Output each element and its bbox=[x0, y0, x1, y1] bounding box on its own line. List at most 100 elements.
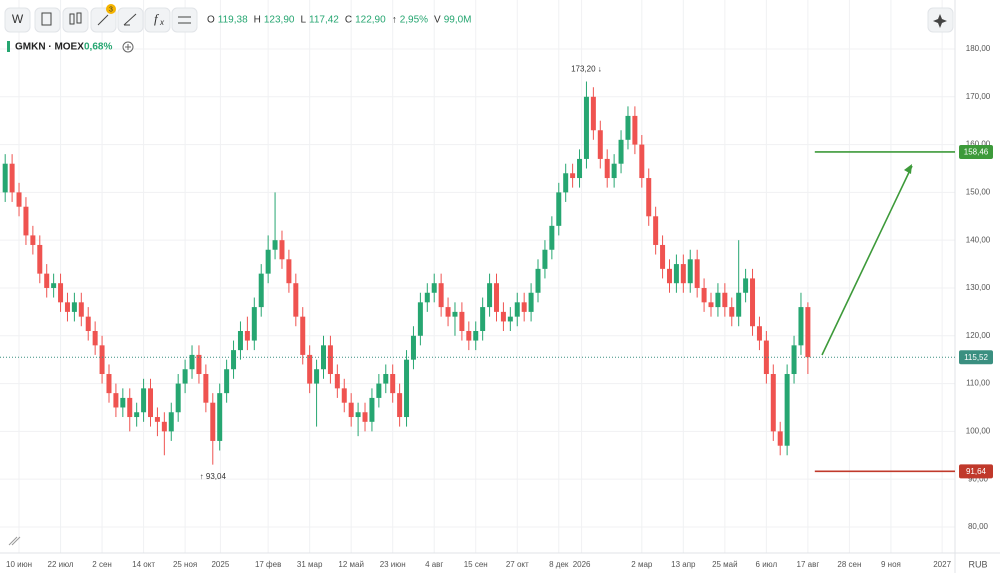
ohlc-header: O 119,38 H 123,90 L 117,42 C 122,90 ↑ 2,95% V 99,0M bbox=[207, 15, 472, 26]
candle-body bbox=[383, 374, 389, 384]
icon bbox=[8, 536, 21, 546]
candle-body bbox=[355, 412, 361, 418]
symbol-change: 0,68% bbox=[84, 42, 112, 53]
icon bbox=[123, 13, 137, 26]
button[interactable] bbox=[171, 7, 198, 33]
candle-body bbox=[791, 345, 797, 375]
candle-body bbox=[597, 130, 603, 159]
y-tick-label: 180,00 bbox=[966, 44, 991, 53]
candle-body bbox=[168, 412, 174, 432]
candle-body bbox=[480, 307, 486, 331]
candle-body bbox=[673, 264, 679, 284]
candle-body bbox=[78, 302, 84, 317]
candle-body bbox=[99, 345, 105, 375]
candle-body bbox=[182, 369, 188, 384]
button[interactable] bbox=[62, 7, 89, 33]
button[interactable] bbox=[117, 7, 144, 33]
candle-body bbox=[134, 412, 140, 418]
candle-body bbox=[632, 115, 638, 145]
x-tick-label: 2026 bbox=[573, 560, 591, 569]
candle-body bbox=[127, 397, 133, 418]
x-tick-label: 31 мар bbox=[297, 560, 323, 569]
candle-body bbox=[729, 307, 735, 317]
candle-body bbox=[431, 283, 437, 293]
candle-body bbox=[16, 192, 22, 207]
candle-body bbox=[120, 397, 126, 408]
x-tick-label: 12 май bbox=[338, 560, 364, 569]
ohlc-value: 122,90 bbox=[355, 15, 386, 26]
button[interactable] bbox=[144, 7, 171, 33]
candle-body bbox=[161, 421, 167, 432]
x-tick-label: 28 сен bbox=[837, 560, 861, 569]
candle-body bbox=[314, 369, 320, 384]
ohlc-key: V bbox=[434, 15, 441, 26]
candle-body bbox=[258, 273, 264, 308]
candle-body bbox=[528, 292, 534, 312]
candle-body bbox=[300, 316, 306, 355]
trend-arrow bbox=[821, 165, 913, 356]
button-label: f bbox=[154, 11, 160, 26]
candle-body bbox=[708, 302, 714, 308]
candle-body bbox=[570, 173, 576, 179]
button[interactable] bbox=[4, 7, 31, 33]
candle-body bbox=[390, 374, 396, 394]
price-tag-label: 91,64 bbox=[966, 467, 987, 476]
symbol: GMKN · MOEX bbox=[15, 42, 84, 53]
y-tick-label: 140,00 bbox=[966, 235, 991, 244]
candle-body bbox=[715, 292, 721, 308]
icon bbox=[125, 44, 131, 50]
icon bbox=[97, 14, 109, 26]
x-tick-label: 14 окт bbox=[132, 560, 155, 569]
candle-body bbox=[321, 345, 327, 370]
icon bbox=[69, 13, 75, 25]
x-tick-label: 13 апр bbox=[671, 560, 696, 569]
candle-body bbox=[493, 283, 499, 312]
candle-body bbox=[265, 249, 271, 274]
candle-body bbox=[535, 268, 541, 293]
x-tick-label: 27 окт bbox=[506, 560, 529, 569]
price-tag-label: 115,52 bbox=[964, 353, 988, 362]
x-tick-label: 8 дек bbox=[549, 560, 569, 569]
y-tick-label: 90,00 bbox=[968, 474, 989, 483]
candle-body bbox=[113, 393, 119, 408]
candle-body bbox=[680, 264, 686, 284]
candle-body bbox=[701, 287, 707, 303]
candle-body bbox=[154, 417, 160, 422]
candle-body bbox=[92, 330, 98, 346]
annotation: ↑ 93,04 bbox=[200, 472, 227, 481]
candle-body bbox=[487, 283, 493, 308]
candle-body bbox=[293, 283, 299, 317]
candle-body bbox=[217, 393, 223, 441]
add-button[interactable] bbox=[122, 41, 134, 53]
x-tick-label: 6 июл bbox=[756, 560, 778, 569]
candle-body bbox=[64, 302, 70, 312]
candle-body bbox=[51, 283, 57, 288]
candle-body bbox=[341, 388, 347, 403]
x-tick-label: 25 май bbox=[712, 560, 738, 569]
x-tick-label: 2 сен bbox=[92, 560, 112, 569]
candle-body bbox=[9, 163, 15, 193]
arrow-head bbox=[904, 164, 912, 174]
candle-body bbox=[404, 359, 410, 418]
candle-body bbox=[417, 302, 423, 336]
candle-body bbox=[687, 259, 693, 284]
candle-body bbox=[556, 192, 562, 226]
candle-body bbox=[286, 259, 292, 284]
button[interactable] bbox=[34, 7, 61, 33]
candle-body bbox=[307, 354, 313, 384]
candle-body bbox=[521, 302, 527, 312]
candle-body bbox=[348, 402, 354, 418]
candle-body bbox=[653, 216, 659, 245]
x-tick-label: 9 ноя bbox=[881, 560, 901, 569]
candle-body bbox=[23, 206, 29, 236]
candle-body bbox=[106, 374, 112, 394]
candle-body bbox=[237, 330, 243, 351]
y-tick-label: 130,00 bbox=[966, 283, 991, 292]
annotation: 173,20 ↓ bbox=[571, 65, 602, 74]
candle-body bbox=[210, 402, 216, 441]
candle-body bbox=[763, 340, 769, 375]
ohlc-key: O bbox=[207, 15, 215, 26]
candle-body bbox=[777, 431, 783, 446]
x-tick-label: 15 сен bbox=[464, 560, 488, 569]
